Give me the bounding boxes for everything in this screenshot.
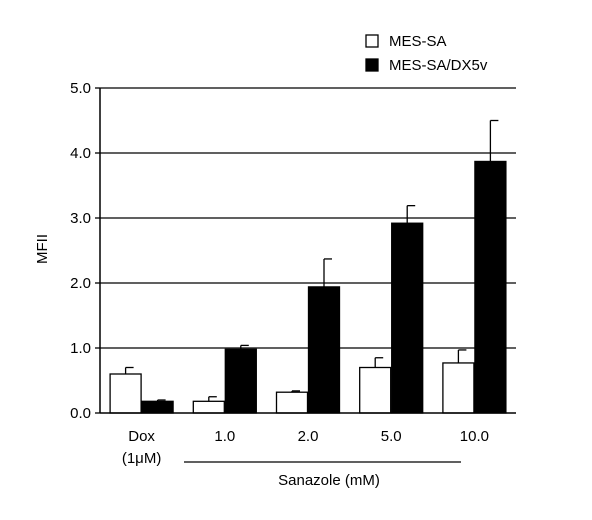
y-axis-label: MFII: [34, 234, 51, 264]
y-tick-label: 4.0: [70, 145, 91, 162]
y-tick-label: 5.0: [70, 80, 91, 97]
gridlines: [100, 87, 516, 349]
bar: [141, 400, 174, 414]
bar: [391, 222, 424, 414]
bars: [109, 119, 507, 414]
legend-swatch-mes-sa: [365, 34, 379, 48]
legend-label-mes-sa-dx5v: MES-SA/DX5v: [389, 57, 488, 74]
bar: [275, 391, 309, 414]
legend: MES-SA MES-SA/DX5v: [365, 33, 488, 74]
bar: [442, 362, 475, 414]
y-tick-label: 3.0: [70, 210, 91, 227]
legend-swatch-mes-sa-dx5v: [365, 58, 379, 72]
bar: [109, 373, 142, 414]
bar: [474, 160, 507, 414]
bar: [224, 348, 257, 414]
bar: [359, 366, 392, 414]
x-tick-sublabel: (1μM): [122, 450, 161, 467]
x-tick-label: 1.0: [214, 428, 235, 445]
legend-label-mes-sa: MES-SA: [389, 33, 447, 50]
y-tick-label: 1.0: [70, 340, 91, 357]
x-tick-label: 10.0: [460, 428, 489, 445]
y-tick-label: 0.0: [70, 405, 91, 422]
x-tick-label: Dox: [128, 428, 155, 445]
x-tick-label: 2.0: [298, 428, 319, 445]
bar: [307, 286, 341, 414]
labels: 0.0 1.0 2.0 3.0 4.0 5.0 Dox (1μM) 1.0 2.0 5.0 10.0: [70, 80, 489, 467]
y-tick-label: 2.0: [70, 275, 91, 292]
group-label: Sanazole (mM): [278, 472, 380, 489]
bar: [192, 400, 225, 414]
x-tick-label: 5.0: [381, 428, 402, 445]
axes: [95, 87, 516, 414]
